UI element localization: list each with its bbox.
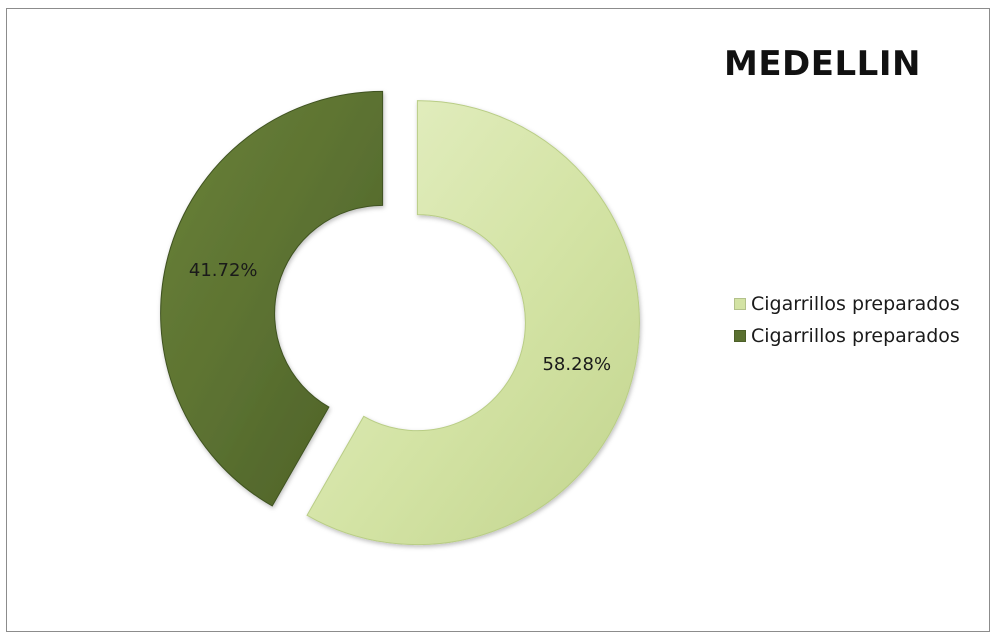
slice-light — [306, 100, 640, 546]
slice-value-label: 58.28% — [542, 354, 611, 375]
legend-item: Cigarrillos preparados — [734, 321, 960, 351]
legend-swatch-light — [734, 298, 746, 310]
slice-dark — [160, 90, 384, 507]
slice-value-label: 41.72% — [189, 260, 258, 281]
legend-label: Cigarrillos preparados — [751, 325, 960, 347]
legend-label: Cigarrillos preparados — [751, 293, 960, 315]
legend-swatch-dark — [734, 330, 746, 342]
chart-title: MEDELLIN — [724, 44, 921, 84]
legend: Cigarrillos preparados Cigarrillos prepa… — [734, 289, 960, 353]
legend-item: Cigarrillos preparados — [734, 289, 960, 319]
